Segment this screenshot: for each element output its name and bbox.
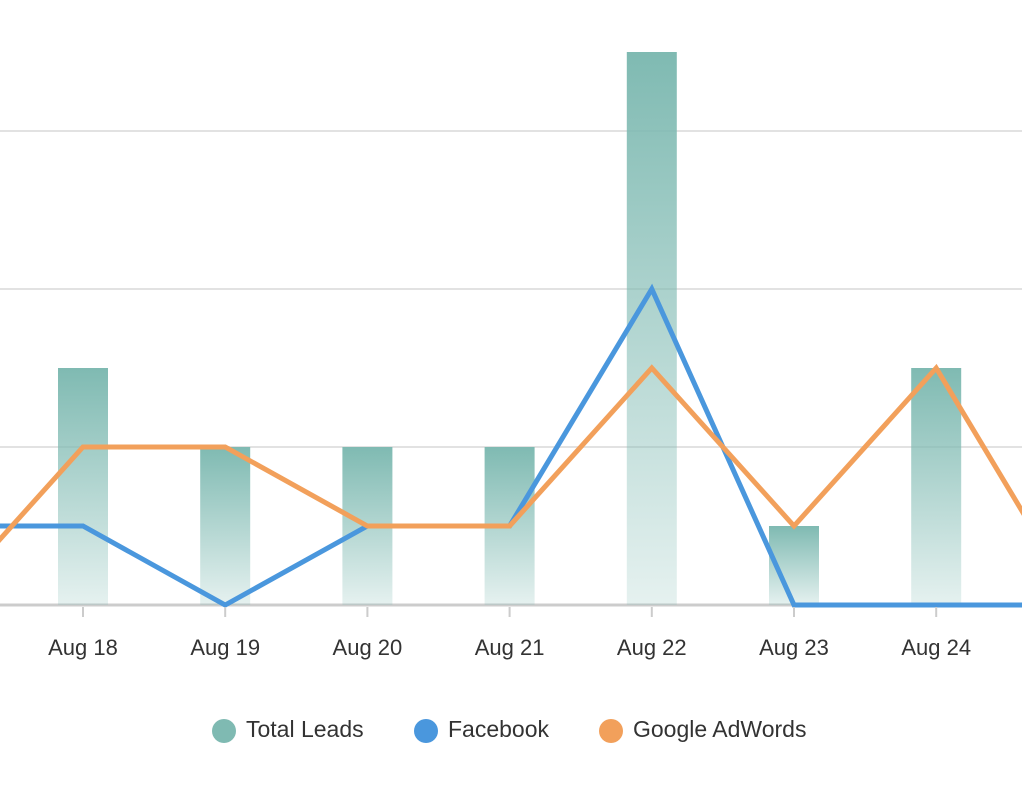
- x-tick-label: Aug 23: [759, 635, 829, 660]
- bar: [58, 368, 108, 605]
- lines: [0, 283, 1022, 608]
- legend: Total Leads Facebook Google AdWords: [212, 716, 806, 743]
- x-tick-label: Aug 21: [475, 635, 545, 660]
- bar: [911, 368, 962, 605]
- x-tick-label: Aug 18: [48, 635, 118, 660]
- legend-swatch: [414, 719, 438, 743]
- bar: [200, 447, 251, 605]
- legend-swatch: [599, 719, 623, 743]
- legend-label: Facebook: [448, 716, 550, 742]
- legend-swatch: [212, 719, 236, 743]
- x-axis: Aug 18 Aug 19 Aug 20 Aug 21 Aug 22 Aug 23 Aug …: [48, 607, 971, 660]
- bars: [58, 52, 962, 605]
- x-tick-label: Aug 22: [617, 635, 687, 660]
- x-tick-label: Aug 19: [190, 635, 260, 660]
- x-tick-label: Aug 20: [333, 635, 403, 660]
- x-tick-label: Aug 24: [901, 635, 971, 660]
- legend-label: Google AdWords: [633, 716, 806, 742]
- line: [0, 363, 1022, 543]
- legend-label: Total Leads: [246, 716, 364, 742]
